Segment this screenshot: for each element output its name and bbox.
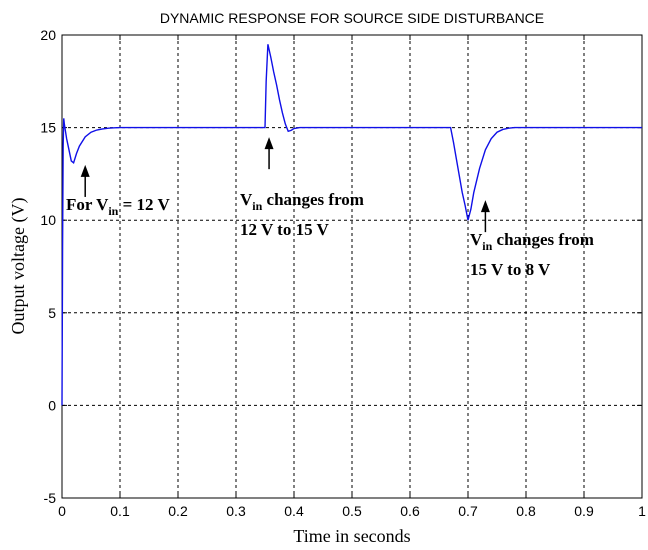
plot-frame [61, 34, 643, 499]
annotation-arrow-head [264, 137, 274, 150]
x-tick-label: 0.1 [110, 503, 130, 519]
x-tick-label: 0.7 [458, 503, 478, 519]
y-tick-label: 0 [48, 397, 56, 413]
series [61, 44, 642, 406]
annotation-arrow-head [480, 200, 490, 213]
chart-title: DYNAMIC RESPONSE FOR SOURCE SIDE DISTURB… [160, 10, 544, 26]
grid [62, 35, 642, 498]
annotation-arrow-head [80, 164, 90, 177]
x-tick-label: 0.3 [226, 503, 246, 519]
annotation-label: Vin changes from [470, 230, 594, 253]
y-axis-label: Output voltage (V) [8, 198, 29, 335]
annotations: For Vin = 12 V Vin changes from 12 V to 15… [66, 137, 594, 279]
y-tick-label: 10 [40, 212, 56, 228]
series-line [61, 44, 642, 406]
y-tick-label: -5 [44, 490, 57, 506]
x-tick-label: 0 [58, 503, 66, 519]
annotation-label: Vin changes from [240, 190, 364, 213]
annotation-label-line2: 15 V to 8 V [470, 260, 551, 279]
y-tick-label: 15 [40, 120, 56, 136]
annotation-label-line2: 12 V to 15 V [240, 220, 330, 239]
x-tick-label: 1 [638, 503, 646, 519]
y-tick-label: 5 [48, 305, 56, 321]
y-tick-label: 20 [40, 27, 56, 43]
x-tick-label: 0.2 [168, 503, 188, 519]
x-tick-label: 0.6 [400, 503, 420, 519]
x-tick-label: 0.9 [574, 503, 594, 519]
x-tick-label: 0.5 [342, 503, 362, 519]
annotation-label: For Vin = 12 V [66, 195, 170, 218]
x-axis-label: Time in seconds [293, 526, 410, 546]
x-tick-label: 0.8 [516, 503, 536, 519]
x-tick-label: 0.4 [284, 503, 304, 519]
